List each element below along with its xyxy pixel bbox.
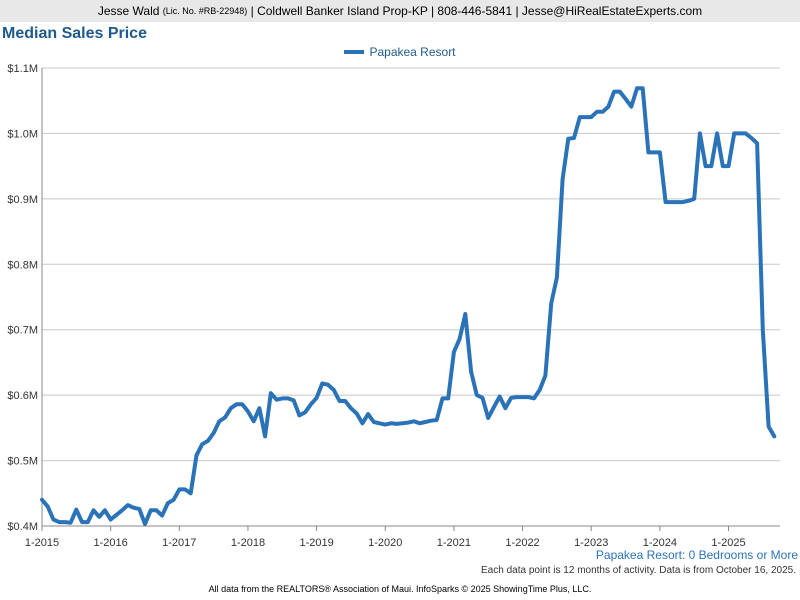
y-tick-label: $0.9M	[7, 194, 38, 206]
x-tick-label: 1-2024	[643, 537, 677, 549]
series-layer	[40, 86, 777, 526]
chart-legend[interactable]: Papakea Resort	[0, 45, 800, 59]
y-tick-label: $0.6M	[7, 390, 38, 402]
y-tick-label: $1.0M	[7, 128, 38, 140]
agent-header-bar: Jesse Wald (Lic. No. #RB-22948) | Coldwe…	[0, 0, 800, 22]
y-tick-label: $0.8M	[7, 259, 38, 271]
legend-swatch	[344, 50, 365, 54]
x-tick-label: 1-2017	[162, 537, 196, 549]
x-tick-label: 1-2018	[231, 537, 265, 549]
footer-attribution: All data from the REALTORS® Association …	[208, 584, 592, 594]
gridlines	[41, 67, 780, 527]
y-tick-label: $1.1M	[7, 63, 38, 75]
y-tick-label: $0.4M	[7, 521, 38, 533]
agent-details: | Coldwell Banker Island Prop-KP | 808-4…	[250, 4, 703, 18]
y-tick-label: $0.7M	[7, 325, 38, 337]
data-note: Each data point is 12 months of activity…	[481, 565, 796, 576]
x-tick-label: 1-2025	[711, 537, 745, 549]
x-tick-label: 1-2015	[25, 537, 59, 549]
x-tick-label: 1-2022	[505, 537, 539, 549]
x-tick-label: 1-2016	[94, 537, 128, 549]
x-tick-label: 1-2020	[368, 537, 402, 549]
legend-label: Papakea Resort	[369, 45, 456, 59]
agent-license: (Lic. No. #RB-22948)	[162, 6, 248, 16]
y-tick-label: $0.5M	[7, 456, 38, 468]
x-axis-ticks: 1-2015 1-2016 1-2017 1-2018 1-2019 1-2020 1-20…	[25, 526, 746, 549]
agent-name: Jesse Wald	[97, 4, 160, 18]
chart-title: Median Sales Price	[2, 25, 147, 42]
x-tick-label: 1-2021	[437, 537, 471, 549]
series-line-papakea-resort[interactable]	[40, 86, 777, 526]
x-tick-label: 1-2019	[299, 537, 333, 549]
chart-subtitle: Papakea Resort: 0 Bedrooms or More	[595, 548, 798, 562]
x-tick-label: 1-2023	[574, 537, 608, 549]
y-axis-ticks: $0.4M $0.5M $0.6M $0.7M $0.8M $0.9M $1.0M $1.1M	[7, 63, 38, 533]
